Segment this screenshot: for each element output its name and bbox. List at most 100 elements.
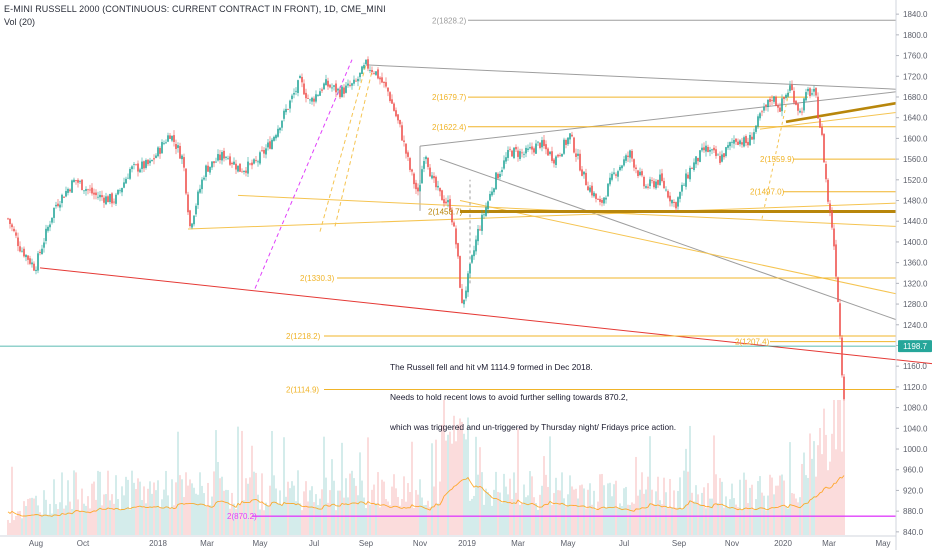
x-tick-label: Aug [29, 539, 43, 548]
volume-bar [97, 470, 99, 535]
y-tick-label: 1400.0 [903, 238, 928, 247]
volume-bar [251, 445, 253, 535]
candle-body [377, 69, 379, 79]
volume-bar [483, 504, 485, 535]
candle-body [333, 85, 335, 87]
candle-body [843, 376, 845, 400]
volume-bar [459, 418, 461, 535]
volume-bar [313, 502, 315, 535]
candle-body [113, 201, 115, 203]
candle-body [771, 100, 773, 101]
volume-bar [785, 506, 787, 535]
volume-bar [493, 489, 495, 535]
volume-bar [49, 503, 51, 535]
candle-body [807, 88, 809, 92]
volume-ma-layer [7, 475, 845, 517]
volume-bar [63, 508, 65, 535]
volume-bar [779, 475, 781, 535]
candle-body [437, 185, 439, 188]
volume-bar [173, 505, 175, 535]
candle-body [381, 77, 383, 83]
candle-body [53, 207, 55, 218]
candle-body [127, 177, 129, 179]
volume-bar [163, 489, 165, 535]
candle-body [697, 157, 699, 162]
candle-body [753, 132, 755, 140]
volume-bar [123, 495, 125, 535]
candle-body [123, 182, 125, 188]
volume-bar [517, 428, 519, 535]
candle-body [265, 148, 267, 155]
candle-body [639, 171, 641, 176]
candle-body [499, 173, 501, 177]
candle-body [111, 193, 113, 204]
volume-bar [471, 498, 473, 535]
volume-bar [465, 439, 467, 535]
candle-body [67, 188, 69, 193]
candle-body [721, 154, 723, 162]
y-tick-label: 1520.0 [903, 176, 928, 185]
volume-bar [659, 500, 661, 535]
volume-bar [329, 490, 331, 535]
candle-body [827, 179, 829, 202]
ascending-gold [187, 202, 897, 230]
x-tick-label: 2018 [149, 539, 167, 548]
volume-bar [165, 470, 167, 535]
candle-body [789, 85, 791, 91]
volume-bar [291, 481, 293, 535]
candle-body [325, 79, 327, 86]
volume-bar [129, 510, 131, 535]
candle-body [491, 191, 493, 196]
volume-bar [29, 498, 31, 535]
y-tick-label: 960.0 [903, 466, 924, 475]
volume-bar [361, 480, 363, 535]
volume-bar [797, 502, 799, 535]
volume-bar [83, 503, 85, 535]
volume-bar [535, 502, 537, 535]
candle-body [773, 96, 775, 102]
volume-bar [387, 501, 389, 535]
candle-body [493, 188, 495, 193]
volume-bar [253, 471, 255, 535]
y-tick-label: 1120.0 [903, 383, 927, 392]
candle-body [199, 188, 201, 193]
candle-body [361, 66, 363, 74]
chart-title: E-MINI RUSSELL 2000 (CONTINUOUS: CURRENT… [4, 4, 386, 14]
candle-body [355, 80, 357, 82]
candle-body [421, 169, 423, 184]
candle-body [653, 181, 655, 188]
candle-body [231, 162, 233, 165]
candle-body [401, 125, 403, 141]
candle-body [703, 147, 705, 151]
candle-body [811, 93, 813, 95]
volume-bar [775, 485, 777, 535]
candle-body [255, 160, 257, 161]
volume-bar [539, 494, 541, 535]
candle-body [551, 151, 553, 161]
volume-bar [769, 474, 771, 535]
volume-bar [207, 482, 209, 535]
candle-body [489, 193, 491, 201]
volume-bar [211, 496, 213, 535]
candles-layer [7, 56, 845, 401]
candle-body [501, 169, 503, 173]
volume-bar [241, 430, 243, 535]
candle-body [539, 142, 541, 148]
candle-body [293, 93, 295, 95]
volume-bar [413, 507, 415, 535]
volume-bar [461, 421, 463, 535]
candle-body [125, 178, 127, 184]
candle-body [687, 174, 689, 179]
candle-body [757, 116, 759, 127]
volume-bar [439, 481, 441, 535]
candle-body [521, 152, 523, 154]
candle-body [51, 217, 53, 223]
volume-bar [527, 495, 529, 535]
volume-bar [729, 499, 731, 535]
candle-body [533, 148, 535, 153]
candle-body [543, 139, 545, 146]
volume-bar [27, 499, 29, 535]
candle-body [481, 214, 483, 231]
candle-body [503, 160, 505, 169]
